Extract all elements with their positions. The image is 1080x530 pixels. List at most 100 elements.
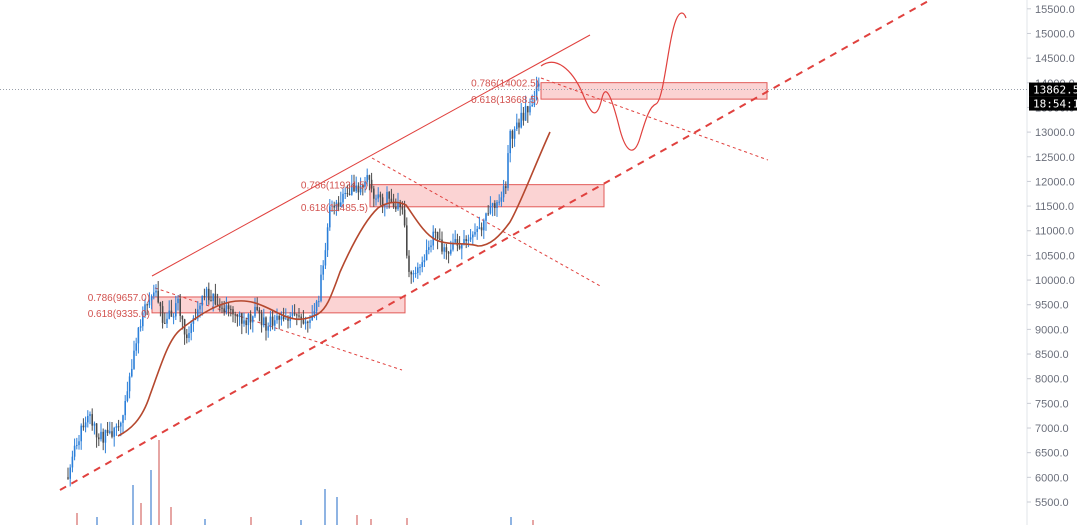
candle-body xyxy=(159,302,162,307)
candle-body xyxy=(133,350,135,369)
axis-tick-label: 11500.0 xyxy=(1035,201,1074,213)
candle-body xyxy=(346,192,349,194)
candle-body xyxy=(212,293,214,302)
candle-body xyxy=(472,234,474,238)
candle-body xyxy=(436,231,439,239)
candle-body xyxy=(104,429,107,443)
candle-body xyxy=(221,307,223,309)
candle-body xyxy=(507,153,509,189)
candle-body xyxy=(331,205,333,207)
candle-body xyxy=(511,130,514,139)
candle-body xyxy=(458,245,461,249)
candle-body xyxy=(307,321,309,323)
candle-body xyxy=(414,272,417,274)
volume-bar xyxy=(132,485,134,525)
candle-body xyxy=(128,376,131,392)
candle-body xyxy=(461,243,463,249)
candle-body xyxy=(84,422,87,428)
candle-body xyxy=(192,318,195,324)
candle-body xyxy=(401,207,404,210)
candle-body xyxy=(516,122,518,130)
candle-body xyxy=(342,193,344,203)
candle-body xyxy=(344,192,346,194)
ma-line xyxy=(117,131,551,437)
candle-body xyxy=(326,227,329,251)
last-price-tag xyxy=(1029,82,1077,97)
candle-body xyxy=(329,206,331,228)
candle-body xyxy=(498,201,500,203)
candle-body xyxy=(267,326,269,331)
volume-bar xyxy=(204,519,206,525)
candle-body xyxy=(164,322,166,324)
axis-tick-label: 14500.0 xyxy=(1035,53,1075,65)
candle-body xyxy=(111,431,113,437)
candle-body xyxy=(102,431,104,443)
candle-body xyxy=(485,213,487,221)
candle-body xyxy=(318,301,320,303)
axis-tick-label: 11000.0 xyxy=(1035,226,1074,238)
candle-body xyxy=(269,316,272,327)
candle-body xyxy=(423,260,426,263)
candle-body xyxy=(120,422,122,427)
candle-body xyxy=(379,194,382,198)
candle-body xyxy=(241,313,243,324)
candle-body xyxy=(146,304,148,306)
fib-label-618: 0.618(11485.5) xyxy=(301,203,368,214)
candle-body xyxy=(494,203,496,209)
candle-body xyxy=(208,288,210,301)
candle-body xyxy=(412,273,415,275)
candle-body xyxy=(265,317,267,331)
candle-body xyxy=(188,333,190,339)
candle-body xyxy=(205,288,208,297)
candle-body xyxy=(144,304,146,313)
candle-body xyxy=(95,423,98,438)
candle-body xyxy=(109,431,111,433)
candle-body xyxy=(234,314,236,316)
candle-body xyxy=(478,227,481,229)
countdown-tag xyxy=(1029,96,1077,111)
price-axis[interactable]: 5500.0 6000.0 6500.0 7000.0 7500.0 8000.0 8500… xyxy=(1026,0,1075,525)
axis-tick-label: 5500.0 xyxy=(1035,497,1069,509)
candle-body xyxy=(115,426,118,428)
candle-body xyxy=(483,220,485,231)
volume-bar xyxy=(150,470,152,525)
candle-body xyxy=(465,239,467,242)
candle-body xyxy=(254,306,256,317)
candle-body xyxy=(353,184,355,192)
candle-body xyxy=(417,267,419,273)
candle-body xyxy=(362,185,364,187)
candle-body xyxy=(71,456,74,468)
axis-tick-label: 8000.0 xyxy=(1035,374,1069,386)
candle-body xyxy=(359,185,362,193)
volume-bar xyxy=(336,497,338,525)
candle-body xyxy=(489,205,492,214)
candle-body xyxy=(76,445,78,447)
candle-body xyxy=(320,274,322,302)
moving-average xyxy=(117,131,551,437)
candle-body xyxy=(126,391,129,401)
candle-body xyxy=(282,316,285,320)
candle-body xyxy=(78,441,80,446)
candle-body xyxy=(388,191,390,199)
candle-body xyxy=(443,247,445,252)
candle-body xyxy=(496,202,498,209)
axis-tick-label: 13000.0 xyxy=(1035,127,1075,139)
pullback-line-2 xyxy=(371,157,603,288)
fib-label-786: 0.786(14002.5) xyxy=(471,79,539,90)
candle-body xyxy=(278,315,280,320)
candle-body xyxy=(315,301,318,311)
candle-body xyxy=(439,238,441,240)
projection-curve xyxy=(540,12,687,151)
candle-body xyxy=(153,292,155,297)
candle-body xyxy=(311,315,313,321)
candle-body xyxy=(280,316,283,320)
candle-body xyxy=(335,202,338,208)
candle-body xyxy=(531,104,533,107)
axis-tick-label: 9000.0 xyxy=(1035,324,1069,336)
candle-body xyxy=(505,186,507,189)
fib-label-618: 0.618(9335.0) xyxy=(88,309,150,320)
candle-body xyxy=(106,429,109,433)
candle-body xyxy=(175,303,177,317)
